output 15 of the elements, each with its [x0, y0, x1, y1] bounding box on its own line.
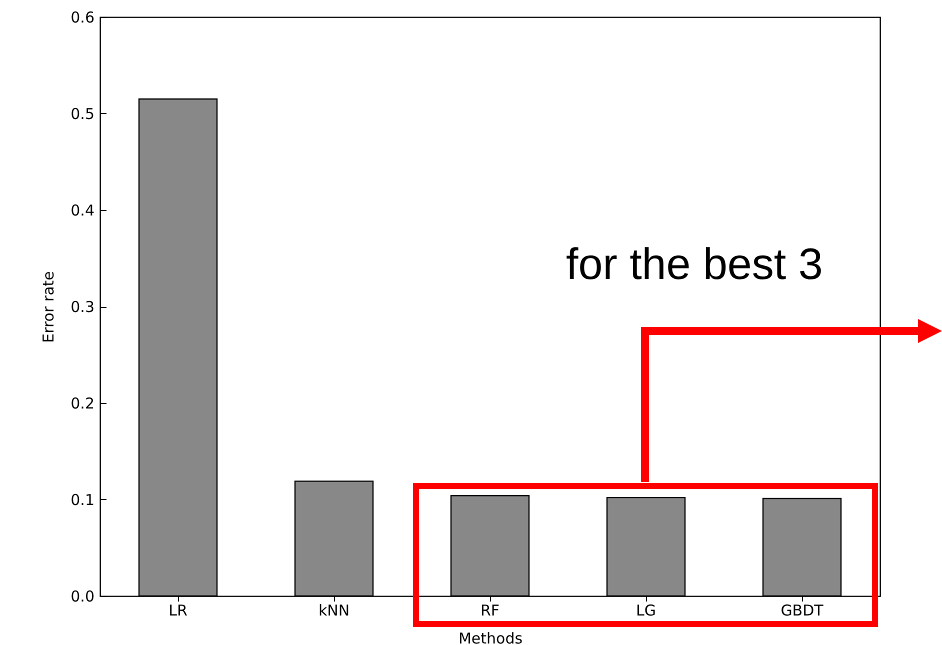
x-tick-label: kNN [318, 602, 350, 620]
y-tick-label: 0.0 [70, 588, 94, 606]
x-tick-label: GBDT [780, 602, 824, 620]
y-axis-title: Error rate [40, 271, 58, 343]
y-tick-label: 0.4 [70, 202, 94, 220]
y-tick-label: 0.6 [70, 8, 94, 26]
x-tick-label: LG [636, 602, 656, 620]
y-tick-label: 0.2 [70, 394, 94, 412]
y-tick-label: 0.1 [70, 491, 94, 509]
y-tick-label: 0.5 [70, 105, 94, 123]
x-axis-title: Methods [458, 630, 523, 645]
x-tick-label: LR [168, 602, 188, 620]
annotation: for the best 3 [566, 240, 823, 290]
x-tick-label: RF [480, 602, 500, 620]
y-tick-label: 0.3 [70, 298, 94, 316]
